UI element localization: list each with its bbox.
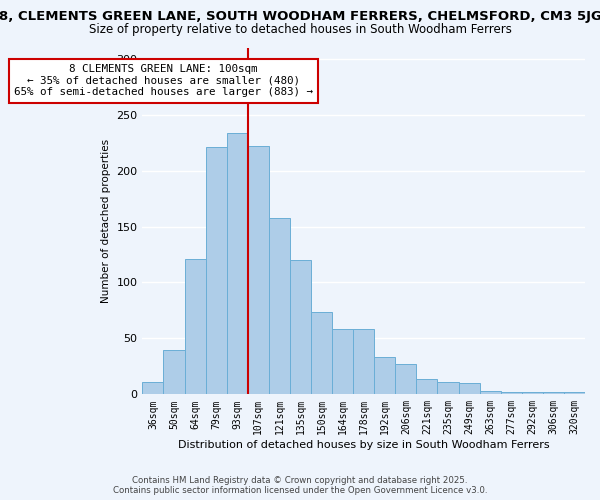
Y-axis label: Number of detached properties: Number of detached properties xyxy=(101,139,111,303)
Bar xyxy=(395,364,416,394)
Bar xyxy=(353,330,374,394)
Text: Size of property relative to detached houses in South Woodham Ferrers: Size of property relative to detached ho… xyxy=(89,22,511,36)
Bar xyxy=(269,218,290,394)
Bar xyxy=(500,392,522,394)
Text: Contains HM Land Registry data © Crown copyright and database right 2025.
Contai: Contains HM Land Registry data © Crown c… xyxy=(113,476,487,495)
Bar xyxy=(416,378,437,394)
Text: 8, CLEMENTS GREEN LANE, SOUTH WOODHAM FERRERS, CHELMSFORD, CM3 5JG: 8, CLEMENTS GREEN LANE, SOUTH WOODHAM FE… xyxy=(0,10,600,23)
Bar xyxy=(564,392,585,394)
Bar xyxy=(458,383,479,394)
Bar xyxy=(543,392,564,394)
Bar xyxy=(332,330,353,394)
Bar xyxy=(311,312,332,394)
Bar xyxy=(248,146,269,394)
Text: 8 CLEMENTS GREEN LANE: 100sqm
← 35% of detached houses are smaller (480)
65% of : 8 CLEMENTS GREEN LANE: 100sqm ← 35% of d… xyxy=(14,64,313,98)
Bar xyxy=(374,358,395,395)
Bar xyxy=(437,382,458,394)
Bar xyxy=(522,392,543,394)
Bar xyxy=(142,382,163,394)
Bar xyxy=(163,350,185,395)
Bar xyxy=(206,147,227,394)
Bar xyxy=(185,259,206,394)
Bar xyxy=(227,132,248,394)
X-axis label: Distribution of detached houses by size in South Woodham Ferrers: Distribution of detached houses by size … xyxy=(178,440,550,450)
Bar xyxy=(479,391,500,394)
Bar xyxy=(290,260,311,394)
